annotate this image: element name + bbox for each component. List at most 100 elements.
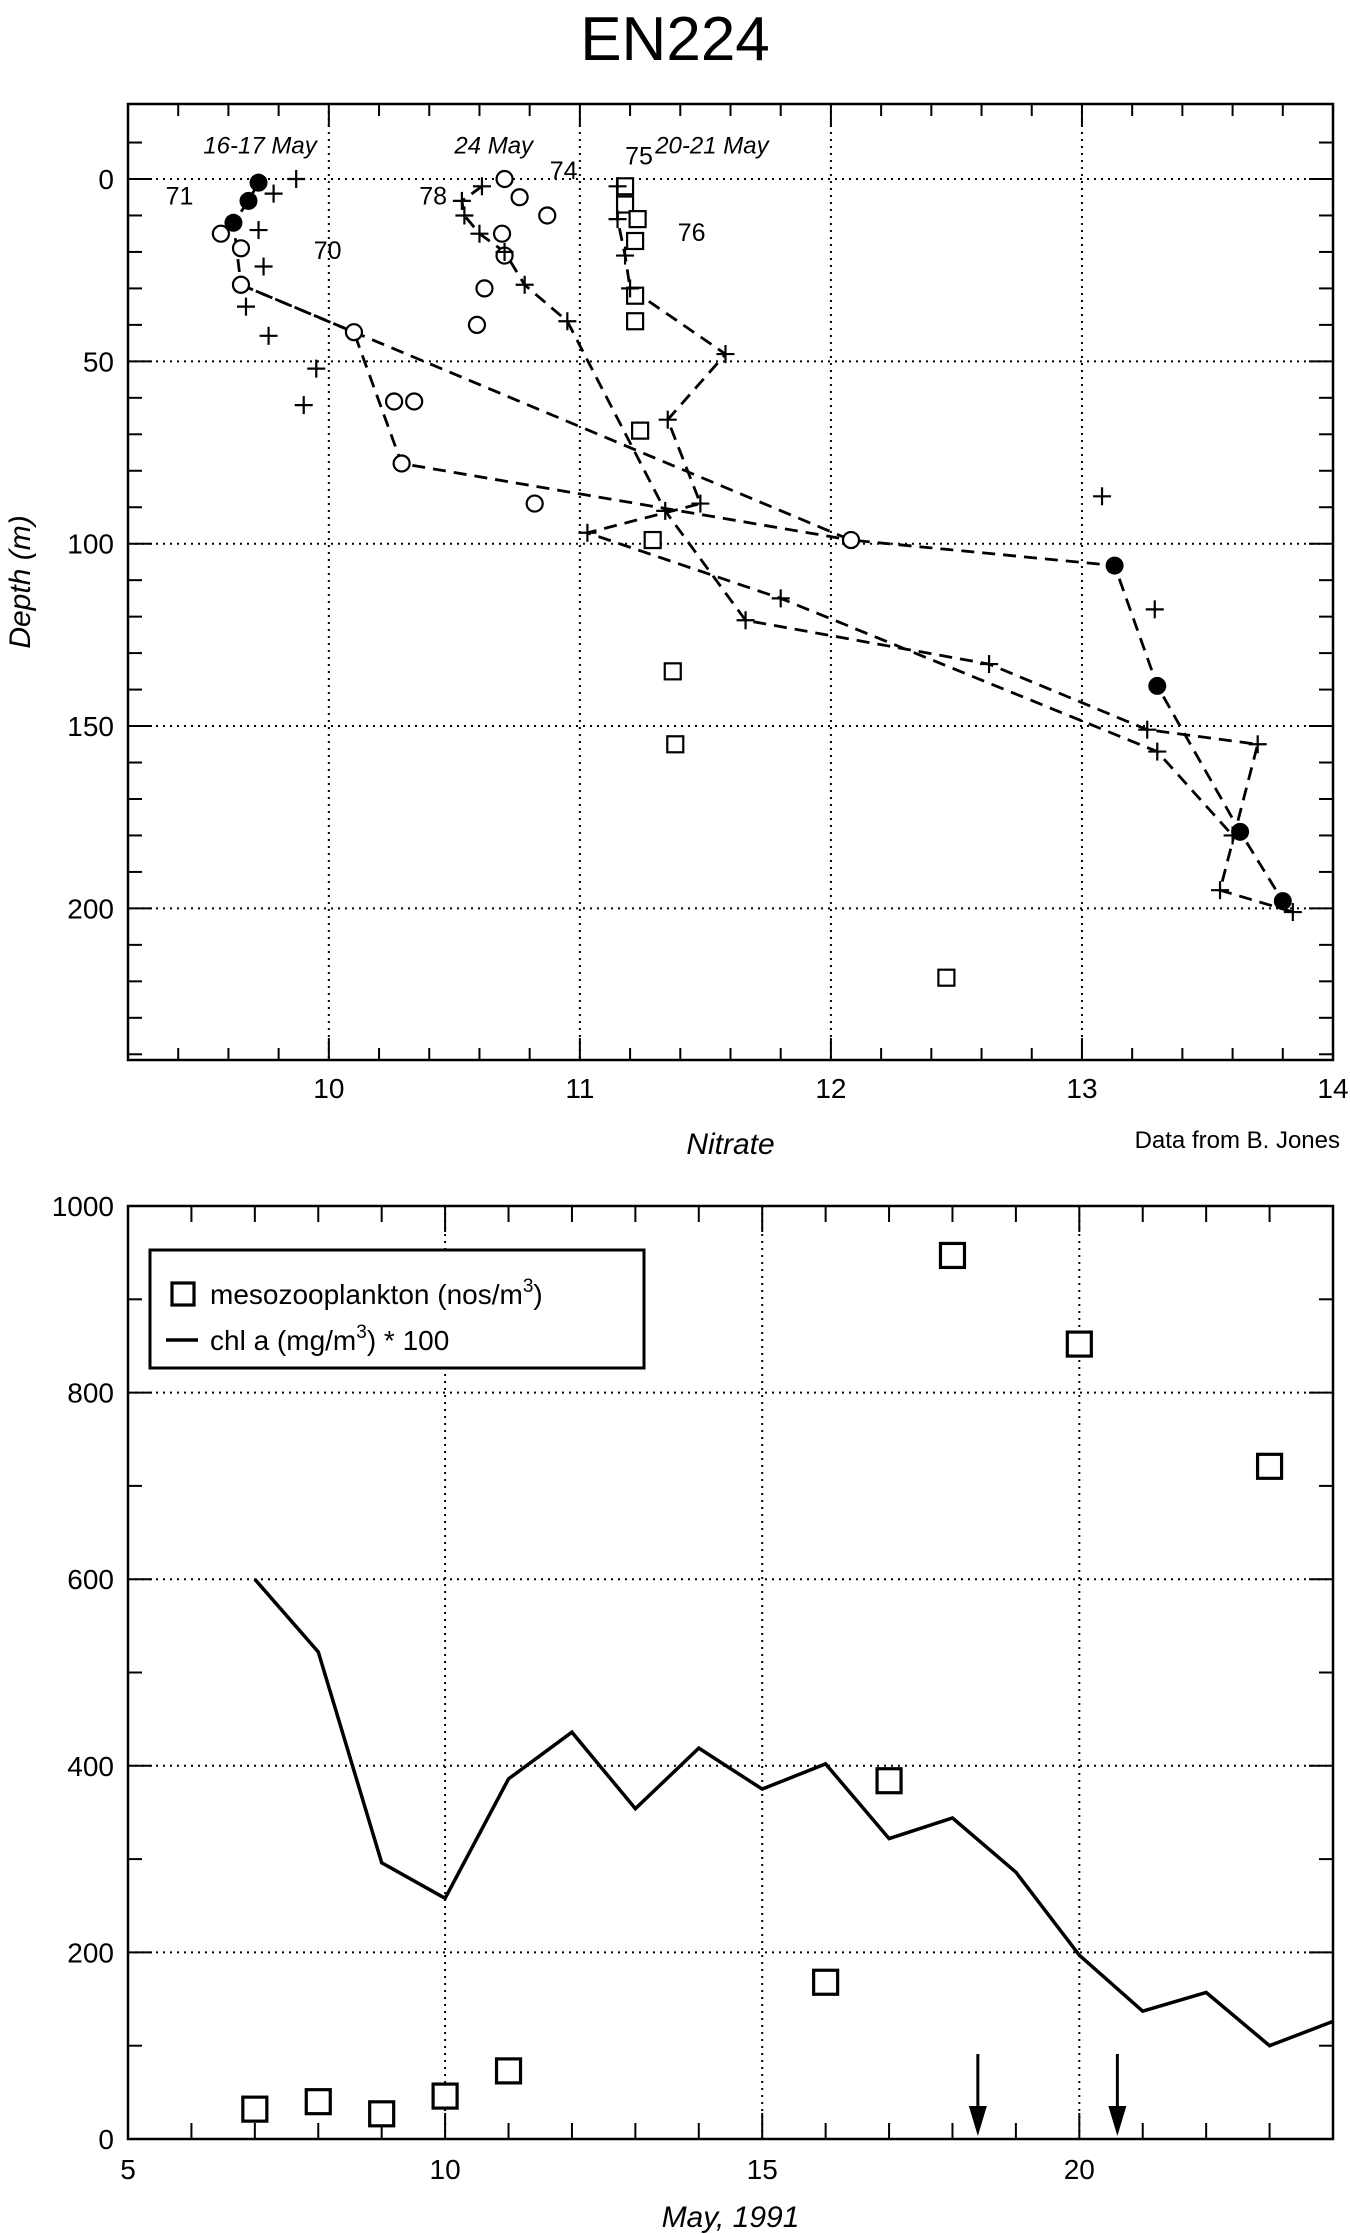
x-tick-label: 13 [1066,1073,1097,1104]
data-point-filled-circle [224,213,243,232]
data-point-plus [470,224,489,243]
data-point-open-circle [841,530,861,550]
data-point-filled-circle [1231,822,1250,841]
data-point-plus [1211,881,1230,900]
data-point-open-circle [525,494,544,513]
x-tick-label: 12 [815,1073,846,1104]
data-point-filled-circle [249,173,268,192]
data-point-open-circle [211,224,230,243]
data-point-plus [656,501,675,520]
legend-entry: mesozooplankton (nos/m3) [210,1276,543,1310]
data-point-plus [495,242,514,261]
data-point-plus [236,297,255,316]
data-point-plus [455,206,474,225]
data-point-plus [1138,720,1157,739]
mesozooplankton-point [1255,1452,1284,1480]
data-point-plus [264,184,283,203]
data-point-open-square [628,210,647,229]
data-point-open-square [643,530,662,550]
station-label: 70 [314,237,342,265]
data-point-open-circle [538,206,557,225]
data-point-open-circle [344,323,364,342]
data-point-plus [1283,903,1302,922]
legend-square-icon [170,1281,196,1307]
data-point-plus [452,191,471,210]
mesozooplankton-point [875,1767,903,1795]
station-label: 71 [166,183,194,211]
x-tick-label: 5 [120,2154,136,2185]
down-arrow-icon [1108,2106,1127,2136]
data-point-plus [259,326,278,345]
data-point-plus [1148,742,1167,761]
x-axis-label: May, 1991 [662,2201,800,2234]
legend-box [148,1248,646,1370]
date-label: 16-17 May [203,132,318,159]
y-tick-label: 1000 [52,1191,114,1222]
data-point-plus [294,396,313,415]
data-point-plus [608,210,627,229]
data-point-plus [621,279,640,298]
data-point-plus [691,494,710,513]
y-tick-label: 800 [67,1378,114,1409]
y-tick-label: 200 [67,893,114,924]
data-point-open-circle [231,239,251,258]
data-point-open-circle [385,392,404,411]
data-point-open-circle [475,279,494,298]
data-point-plus [254,257,273,276]
y-axis-label: Depth (m) [4,515,37,648]
mesozooplankton-point [938,1241,967,1270]
credit-note: Data from B. Jones [1135,1127,1340,1154]
data-point-open-circle [467,315,487,334]
data-point-open-square [663,662,682,681]
x-axis-label: Nitrate [686,1128,774,1161]
station-label: 75 [625,142,653,170]
nitrate-depth-chart: 10 11 12 13 14 0 50 100 150 200 Nitrate Depth (m) Da… [4,102,1349,1161]
data-point-open-square [937,968,956,987]
plot-frame [126,102,1335,1062]
station-label: 74 [550,157,578,185]
series-line [231,181,1284,902]
y-tick-label: 0 [98,2124,114,2155]
mesozooplankton-point [368,2100,396,2128]
data-point-open-circle [405,392,424,411]
data-point-plus [1093,487,1112,506]
data-point-plus [608,177,627,196]
data-point-open-circle [495,169,514,189]
x-tick-label: 11 [565,1073,594,1104]
data-point-plus [1145,600,1164,619]
data-point-plus [980,655,999,674]
data-point-open-square [615,195,635,214]
data-point-plus [287,170,306,188]
data-point-filled-circle [239,191,258,210]
y-tick-label: 400 [67,1751,114,1782]
data-point-open-square [626,312,645,331]
series-line [460,185,1294,914]
data-point-open-circle [392,454,411,473]
data-point-plus [616,246,635,265]
station-label: 78 [419,183,447,211]
x-tick-label: 10 [430,2154,461,2185]
data-point-plus [249,221,268,240]
data-point-filled-circle [1273,892,1292,911]
y-tick-label: 100 [67,529,114,560]
y-tick-label: 50 [83,346,114,377]
mesozooplankton-point [241,2095,269,2123]
station-label: 76 [678,219,706,247]
y-tick-label: 0 [98,164,114,195]
date-label: 20-21 May [654,132,770,159]
y-tick-label: 200 [67,1937,114,1968]
x-tick-label: 10 [313,1073,344,1104]
data-point-open-circle [510,188,529,207]
mesozooplankton-point [304,2088,332,2116]
down-arrow-icon [968,2106,987,2136]
x-tick-label: 14 [1317,1073,1348,1104]
data-point-filled-circle [1105,556,1124,575]
data-point-plus [716,345,735,364]
legend-entry: chl a (mg/m3) * 100 [210,1322,449,1356]
mesozooplankton-point [1065,1330,1093,1358]
data-point-plus [736,611,755,630]
data-point-open-circle [231,275,251,294]
legend: mesozooplankton (nos/m3) chl a (mg/m3) * … [148,1248,646,1370]
